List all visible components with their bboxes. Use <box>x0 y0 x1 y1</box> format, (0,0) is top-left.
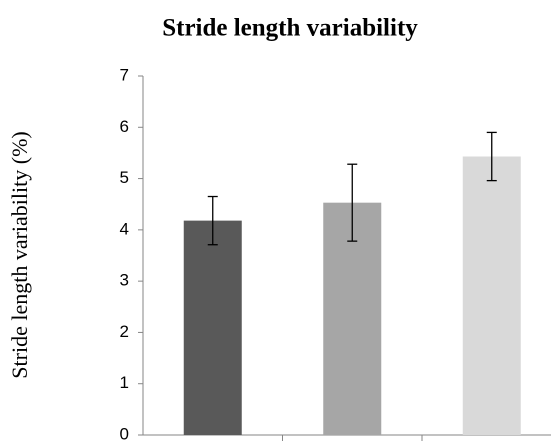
y-tick-label: 6 <box>120 117 129 136</box>
bar <box>462 156 521 436</box>
error-bar <box>347 163 358 242</box>
error-bar <box>207 195 218 246</box>
y-axis-label: Stride length variability (%) <box>7 131 32 378</box>
y-tick-label: 3 <box>120 271 129 290</box>
y-tick-label: 1 <box>120 373 129 392</box>
chart-title: Stride length variability <box>162 15 418 42</box>
y-tick-label: 4 <box>120 219 129 238</box>
y-tick-label: 0 <box>120 424 129 443</box>
error-bar <box>486 131 497 182</box>
y-tick-label: 2 <box>120 322 129 341</box>
y-tick-label: 5 <box>120 168 129 187</box>
bar <box>183 220 242 435</box>
y-tick-label: 7 <box>120 65 129 84</box>
